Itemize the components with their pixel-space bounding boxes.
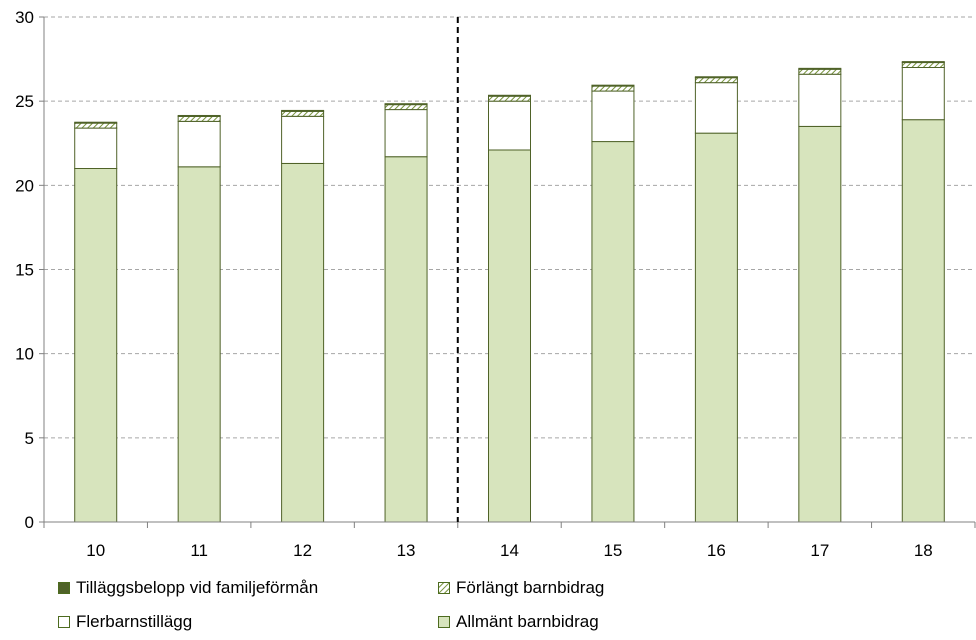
bar-segment-flerbarnstill-gg-11: [177, 120, 221, 168]
x-tick-label: 18: [914, 541, 933, 560]
bar-segment-till-ggsbelopp-vid-familjef-rm-n-10: [74, 121, 118, 124]
bar-segment-f-rl-ngt-barnbidrag-10: [74, 122, 118, 129]
bar-segment-allm-nt-barnbidrag-10: [74, 168, 118, 523]
bar-segment-f-rl-ngt-barnbidrag-16: [694, 77, 738, 84]
bar-segment-flerbarnstill-gg-12: [281, 115, 325, 164]
bar-segment-allm-nt-barnbidrag-13: [384, 156, 428, 523]
bar-segment-f-rl-ngt-barnbidrag-17: [798, 68, 842, 75]
x-tick-label: 17: [810, 541, 829, 560]
bar-segment-f-rl-ngt-barnbidrag-13: [384, 104, 428, 111]
x-tick-label: 12: [293, 541, 312, 560]
bar-segment-till-ggsbelopp-vid-familjef-rm-n-15: [591, 84, 635, 87]
bar-segment-till-ggsbelopp-vid-familjef-rm-n-13: [384, 103, 428, 106]
legend-swatch-white: [58, 616, 70, 628]
bar-segment-f-rl-ngt-barnbidrag-12: [281, 110, 325, 117]
legend-item-forlangt: Förlängt barnbidrag: [438, 578, 604, 598]
bar-segment-allm-nt-barnbidrag-11: [177, 166, 221, 523]
legend-item-flerbarnstillagg: Flerbarnstillägg: [58, 612, 192, 632]
bar-segment-till-ggsbelopp-vid-familjef-rm-n-14: [488, 94, 531, 97]
legend-swatch-solid-dark-green: [58, 582, 70, 594]
bar-segment-flerbarnstill-gg-13: [384, 109, 428, 158]
legend-item-allmant: Allmänt barnbidrag: [438, 612, 599, 632]
stacked-bar-chart: 0 5 10 15 20 25 30 10 11 12 13 14 15 16 17 18: [15, 8, 976, 560]
y-tick-label: 10: [15, 345, 34, 364]
bar-segment-till-ggsbelopp-vid-familjef-rm-n-11: [177, 114, 221, 117]
legend-label: Förlängt barnbidrag: [456, 578, 605, 597]
bar-segment-till-ggsbelopp-vid-familjef-rm-n-12: [281, 109, 325, 112]
y-tick-label: 25: [15, 92, 34, 111]
legend-label: Flerbarnstillägg: [76, 612, 193, 631]
x-axis-tick-labels: 10 11 12 13 14 15 16 17 18: [86, 541, 932, 560]
bar-segment-allm-nt-barnbidrag-15: [591, 141, 635, 523]
y-tick-label: 30: [15, 8, 34, 27]
bar-segment-allm-nt-barnbidrag-17: [798, 125, 842, 523]
bar-segment-till-ggsbelopp-vid-familjef-rm-n-17: [798, 67, 842, 70]
x-tick-label: 13: [397, 541, 416, 560]
x-tick-label: 10: [86, 541, 105, 560]
bar-segment-flerbarnstill-gg-15: [591, 90, 635, 143]
bar-segment-flerbarnstill-gg-16: [694, 82, 738, 134]
bar-segment-allm-nt-barnbidrag-14: [488, 149, 531, 523]
legend-label: Allmänt barnbidrag: [456, 612, 599, 631]
legend-swatch-hatched: [438, 582, 450, 594]
x-tick-label: 11: [190, 541, 208, 560]
bar-segment-f-rl-ngt-barnbidrag-15: [591, 85, 635, 92]
bar-segment-till-ggsbelopp-vid-familjef-rm-n-18: [901, 61, 945, 64]
bar-segment-flerbarnstill-gg-10: [74, 127, 118, 170]
bar-segment-f-rl-ngt-barnbidrag-14: [488, 95, 531, 102]
bar-segment-flerbarnstill-gg-14: [488, 100, 531, 151]
x-tick-label: 16: [707, 541, 726, 560]
legend-label: Tilläggsbelopp vid familjeförmån: [76, 578, 319, 597]
bar-segment-till-ggsbelopp-vid-familjef-rm-n-16: [694, 76, 738, 79]
bar-segment-flerbarnstill-gg-17: [798, 73, 842, 127]
y-tick-label: 20: [15, 176, 34, 195]
y-tick-label: 0: [25, 513, 34, 532]
y-tick-label: 15: [15, 261, 34, 280]
bar-segment-allm-nt-barnbidrag-16: [694, 132, 738, 523]
bar-segment-allm-nt-barnbidrag-12: [281, 162, 325, 523]
legend-swatch-light-green: [438, 616, 450, 628]
bar-segment-f-rl-ngt-barnbidrag-18: [901, 61, 945, 69]
bar-segment-allm-nt-barnbidrag-18: [901, 119, 945, 523]
bars: [74, 61, 945, 523]
y-axis-tick-labels: 0 5 10 15 20 25 30: [15, 8, 34, 532]
x-tick-label: 14: [500, 541, 519, 560]
y-tick-label: 5: [25, 429, 34, 448]
bar-segment-f-rl-ngt-barnbidrag-11: [177, 115, 221, 122]
axes: [39, 16, 976, 528]
bar-segment-flerbarnstill-gg-18: [901, 67, 945, 121]
x-tick-label: 15: [603, 541, 622, 560]
legend: Tilläggsbelopp vid familjeförmån Förläng…: [0, 570, 976, 640]
legend-item-tillaggsbelopp: Tilläggsbelopp vid familjeförmån: [58, 578, 318, 598]
